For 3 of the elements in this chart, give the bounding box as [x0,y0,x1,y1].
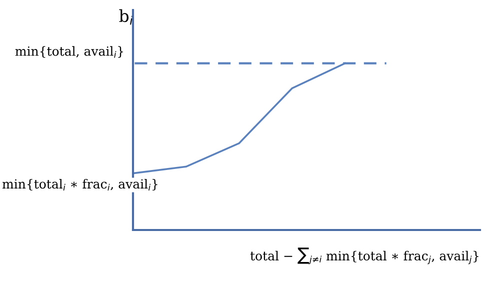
x-axis-title: total − ∑$_{j≠i}$ min{total ∗ frac$_{j}$, avail$_{j}$} [250,248,478,264]
ref-line-label: min{total, avail$_{i}$} [15,46,123,58]
annotation: min{total$_{i}$ ∗ frac$_{i}$, avail$_{i}$} [2,178,158,190]
